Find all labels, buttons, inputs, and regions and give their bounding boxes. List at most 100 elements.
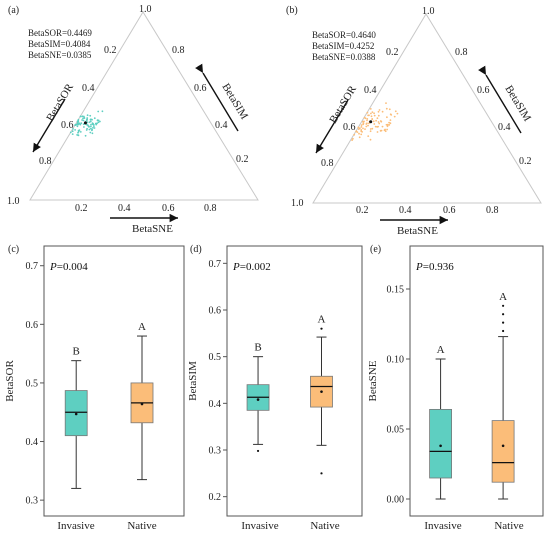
y-tick-label: 0.6 [26, 320, 39, 331]
sample-point [365, 125, 368, 128]
sample-point [362, 122, 365, 124]
sample-point [386, 128, 388, 131]
sample-point [381, 125, 384, 128]
sample-point [88, 126, 90, 128]
outlier-point [502, 304, 505, 307]
sample-point [389, 113, 392, 116]
outlier-point [256, 449, 260, 453]
sample-point [81, 119, 83, 121]
outlier-point [320, 327, 323, 330]
sample-point [381, 110, 384, 113]
ternary-panel-a: (a) BetaSOR=0.4469 BetaSIM=0.4084 BetaSN… [7, 4, 259, 235]
x-tick-invasive: Invasive [424, 520, 461, 532]
sample-point [352, 137, 354, 140]
sample-point [379, 120, 382, 122]
significance-letter: A [138, 321, 146, 333]
y-tick-label: 0.7 [26, 261, 39, 272]
panel-label-b: (b) [286, 5, 298, 16]
tick-right-4: 0.2 [236, 154, 249, 165]
sample-point [90, 125, 92, 128]
sample-point [375, 119, 377, 122]
mean-point [439, 444, 442, 448]
y-tick-label: 0.5 [209, 352, 222, 363]
p-number: =0.936 [423, 261, 454, 273]
tick-bottom-1: 0.2 [356, 205, 369, 216]
boxplot-panel-e: (e) P=0.936 BetaSNE Invasive Native 0.00… [367, 244, 544, 532]
tick-right-1: 0.8 [172, 45, 185, 56]
sample-point [377, 125, 379, 128]
sample-point [371, 118, 374, 121]
sample-point [396, 112, 399, 115]
sample-point [384, 130, 387, 133]
sample-point [86, 114, 89, 117]
sample-point [363, 116, 366, 119]
mean-point [320, 390, 323, 393]
y-tick-label: 0.4 [209, 399, 222, 410]
sample-point [83, 117, 86, 119]
sample-point [88, 121, 91, 123]
sample-point [89, 114, 92, 117]
stat-betasim: BetaSIM=0.4084 [28, 39, 91, 49]
sample-point [76, 134, 78, 136]
tick-left-2: 0.4 [364, 85, 377, 96]
panel-label-d: (d) [190, 244, 202, 255]
sample-point [358, 127, 361, 130]
box-marks: 0.2 0.3 0.4 0.5 0.6 0.7 B A [209, 259, 333, 503]
sample-point [91, 129, 93, 132]
sample-point [385, 107, 388, 110]
y-tick-label: 0.15 [387, 285, 405, 296]
tick-right-2: 0.6 [194, 83, 207, 94]
sample-point [370, 115, 373, 118]
sample-point [358, 132, 360, 135]
outlier-point [502, 313, 505, 316]
y-tick-label: 0.6 [209, 306, 222, 317]
sample-point [369, 128, 372, 130]
sample-point [358, 136, 361, 139]
sample-point [393, 115, 396, 118]
sample-point [77, 119, 80, 122]
sim-arrow [195, 63, 239, 132]
ternary-triangle [29, 11, 259, 201]
tick-right-2: 0.6 [477, 85, 490, 96]
sample-point [386, 116, 388, 119]
sample-point [378, 122, 381, 125]
mean-point [256, 398, 260, 401]
sample-point [90, 123, 92, 126]
sample-point [377, 110, 380, 113]
sample-point [369, 130, 372, 133]
tick-right-3: 0.4 [215, 120, 228, 131]
sample-point [388, 124, 391, 126]
mean-point [369, 120, 373, 124]
tick-left-1: 0.2 [104, 45, 117, 56]
sample-point [368, 114, 370, 117]
tick-left-1: 0.2 [386, 47, 399, 58]
sample-point [79, 123, 82, 126]
tick-left-3: 0.6 [343, 122, 356, 133]
box-native [491, 420, 515, 483]
sample-point [80, 122, 83, 125]
significance-letter: B [254, 342, 261, 354]
tick-bottom-4: 0.8 [486, 205, 499, 216]
sample-point [389, 119, 392, 121]
tick-left-4: 0.8 [321, 158, 334, 169]
sample-point [369, 138, 372, 141]
sample-point [379, 130, 382, 132]
mean-point [501, 444, 505, 448]
axis-label-sor: BetaSOR [327, 83, 359, 125]
x-tick-invasive: Invasive [241, 520, 278, 532]
sample-point [89, 131, 92, 134]
tick-left-2: 0.4 [82, 83, 95, 94]
box-marks: 0.3 0.4 0.5 0.6 0.7 B A [26, 261, 154, 507]
tick-right-1: 0.8 [455, 47, 468, 58]
y-axis-label: BetaSNE [367, 360, 379, 401]
significance-letter: A [318, 314, 326, 326]
sample-point [384, 128, 386, 131]
sample-point [82, 119, 85, 122]
sor-arrow [32, 98, 66, 153]
y-tick-label: 0.10 [387, 355, 405, 366]
tick-top: 1.0 [422, 6, 435, 17]
sample-point [378, 109, 381, 111]
stat-betasor: BetaSOR=0.4640 [312, 30, 376, 40]
scatter-points-a [69, 110, 104, 137]
